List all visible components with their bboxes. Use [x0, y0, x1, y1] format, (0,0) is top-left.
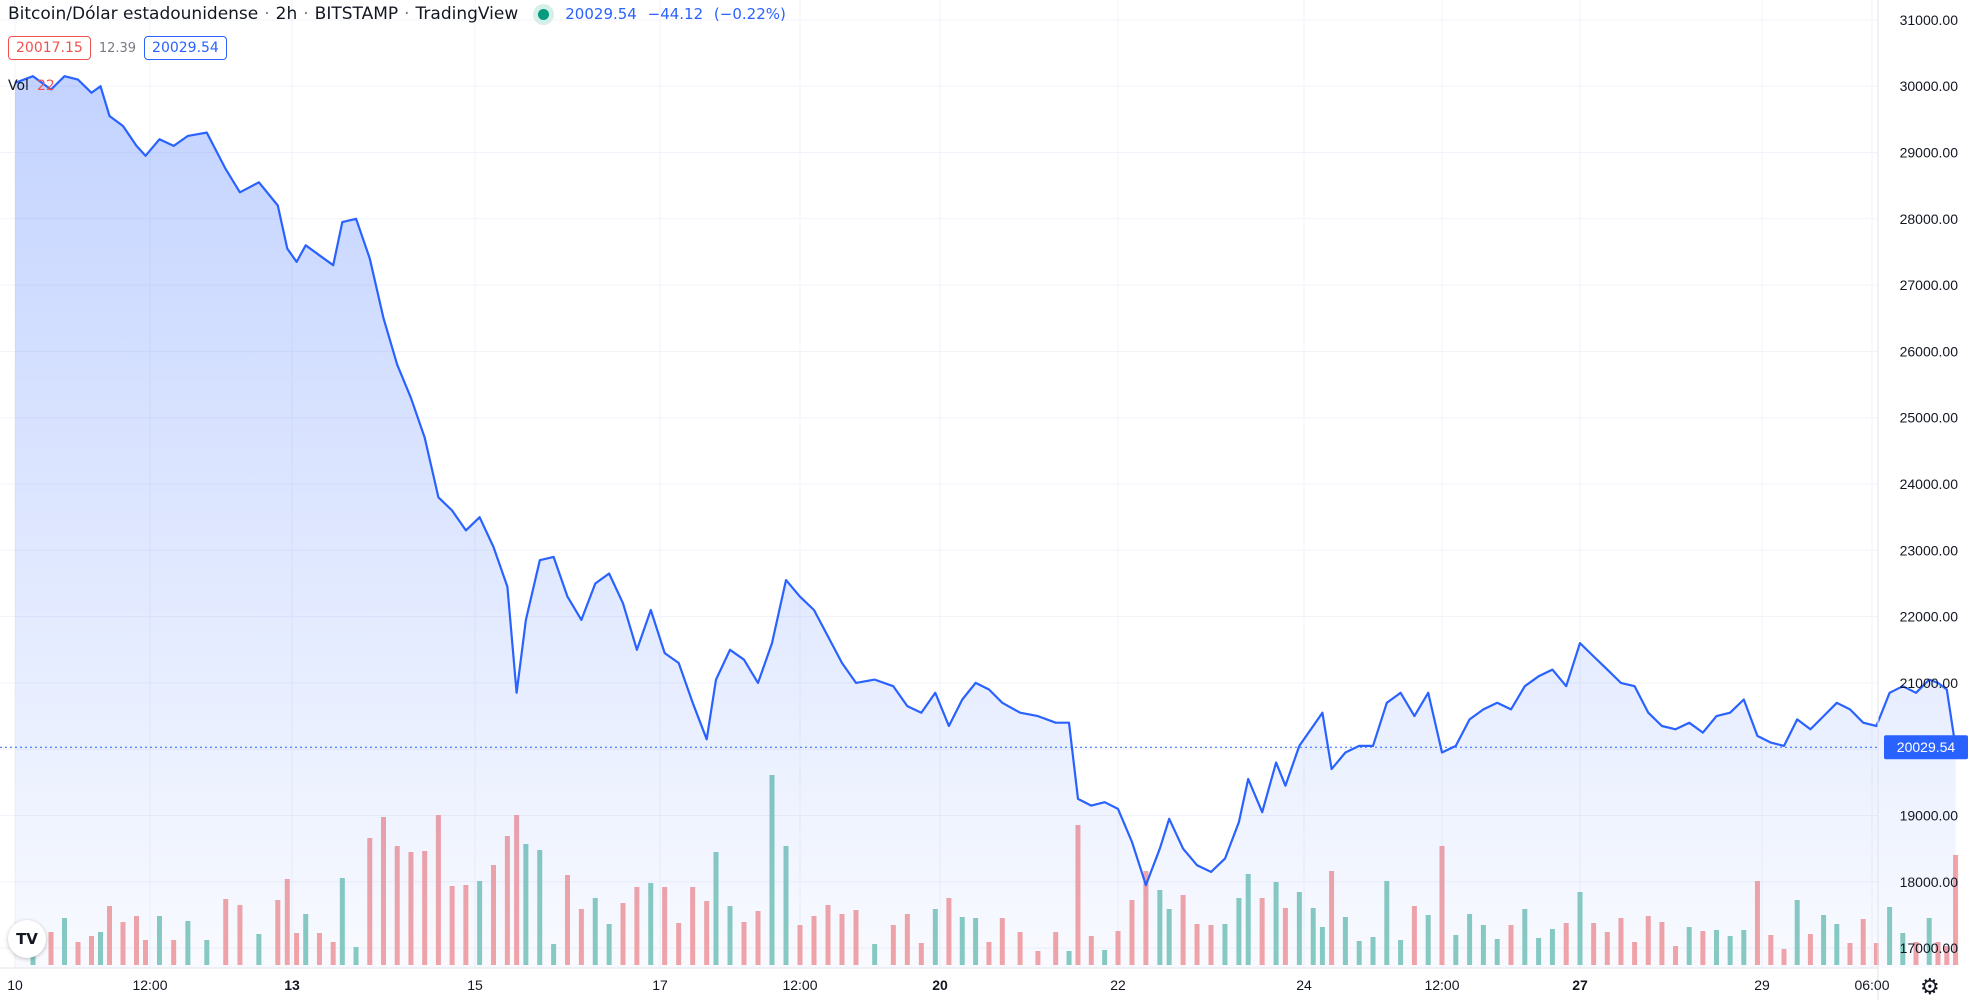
x-tick-label: 12:00	[782, 977, 817, 993]
x-tick-label: 22	[1110, 977, 1126, 993]
price-line	[14, 75, 1957, 887]
gear-icon[interactable]: ⚙	[1920, 975, 1940, 1000]
x-tick-label: 06:00	[1854, 977, 1889, 993]
price-area	[15, 76, 1956, 968]
volume-label: Vol	[8, 78, 29, 94]
separator: ·	[264, 4, 270, 24]
symbol-legend[interactable]: Bitcoin/Dólar estadounidense · 2h · BITS…	[8, 4, 792, 24]
x-tick-label: 12:00	[1424, 977, 1459, 993]
last-price: 20029.54	[565, 5, 637, 23]
y-tick-label: 23000.00	[1900, 542, 1959, 558]
ask-box[interactable]: 20029.54	[144, 36, 227, 60]
x-tick-label: 10	[7, 977, 23, 993]
interval[interactable]: 2h	[275, 4, 298, 24]
exchange: BITSTAMP	[314, 4, 399, 24]
y-tick-label: 31000.00	[1900, 12, 1959, 28]
y-tick-label: 19000.00	[1900, 808, 1959, 824]
market-open-status-icon[interactable]	[538, 8, 550, 20]
x-tick-label: 20	[932, 977, 948, 993]
last-price-badge	[1884, 735, 1968, 760]
x-tick-label: 12:00	[132, 977, 167, 993]
y-tick-label: 27000.00	[1900, 277, 1959, 293]
time-axis[interactable]: 10 12:00 13 15 17 12:00 20 22 24 12:00 27 29 06:00	[7, 977, 1890, 993]
y-tick-label: 25000.00	[1900, 410, 1959, 426]
price-change-info: 20029.54 −44.12 (−0.22%)	[565, 5, 792, 23]
y-tick-label: 21000.00	[1900, 675, 1959, 691]
separator: ·	[404, 4, 410, 24]
y-tick-label: 28000.00	[1900, 211, 1959, 227]
x-tick-label: 13	[284, 977, 300, 993]
volume-value: 22	[36, 78, 55, 94]
spread-value: 12.39	[98, 40, 137, 56]
tradingview-logo-icon[interactable]: TV	[8, 920, 46, 958]
y-tick-label: 26000.00	[1900, 343, 1959, 359]
y-tick-label: 24000.00	[1900, 476, 1959, 492]
source: TradingView	[415, 4, 519, 24]
price-axis[interactable]: 31000.00 30000.00 29000.00 28000.00 27000.00…	[1900, 12, 1959, 956]
x-tick-label: 24	[1296, 977, 1312, 993]
separator: ·	[303, 4, 309, 24]
y-tick-label: 30000.00	[1900, 78, 1959, 94]
volume-legend[interactable]: Vol 22	[8, 78, 55, 94]
symbol-name[interactable]: Bitcoin/Dólar estadounidense	[8, 4, 259, 24]
y-tick-label: 22000.00	[1900, 609, 1959, 625]
x-tick-label: 17	[652, 977, 668, 993]
change-percent: (−0.22%)	[713, 5, 786, 23]
y-tick-label: 18000.00	[1900, 874, 1959, 890]
y-tick-label: 29000.00	[1900, 144, 1959, 160]
bid-box[interactable]: 20017.15	[8, 36, 91, 60]
x-tick-label: 15	[467, 977, 483, 993]
last-price-badge-text: 20029.54	[1897, 739, 1956, 755]
x-tick-label: 29	[1754, 977, 1770, 993]
change-value: −44.12	[647, 5, 704, 23]
y-tick-label: 17000.00	[1900, 940, 1959, 956]
x-tick-label: 27	[1572, 977, 1588, 993]
quote-row: 20017.15 12.39 20029.54	[8, 36, 227, 60]
